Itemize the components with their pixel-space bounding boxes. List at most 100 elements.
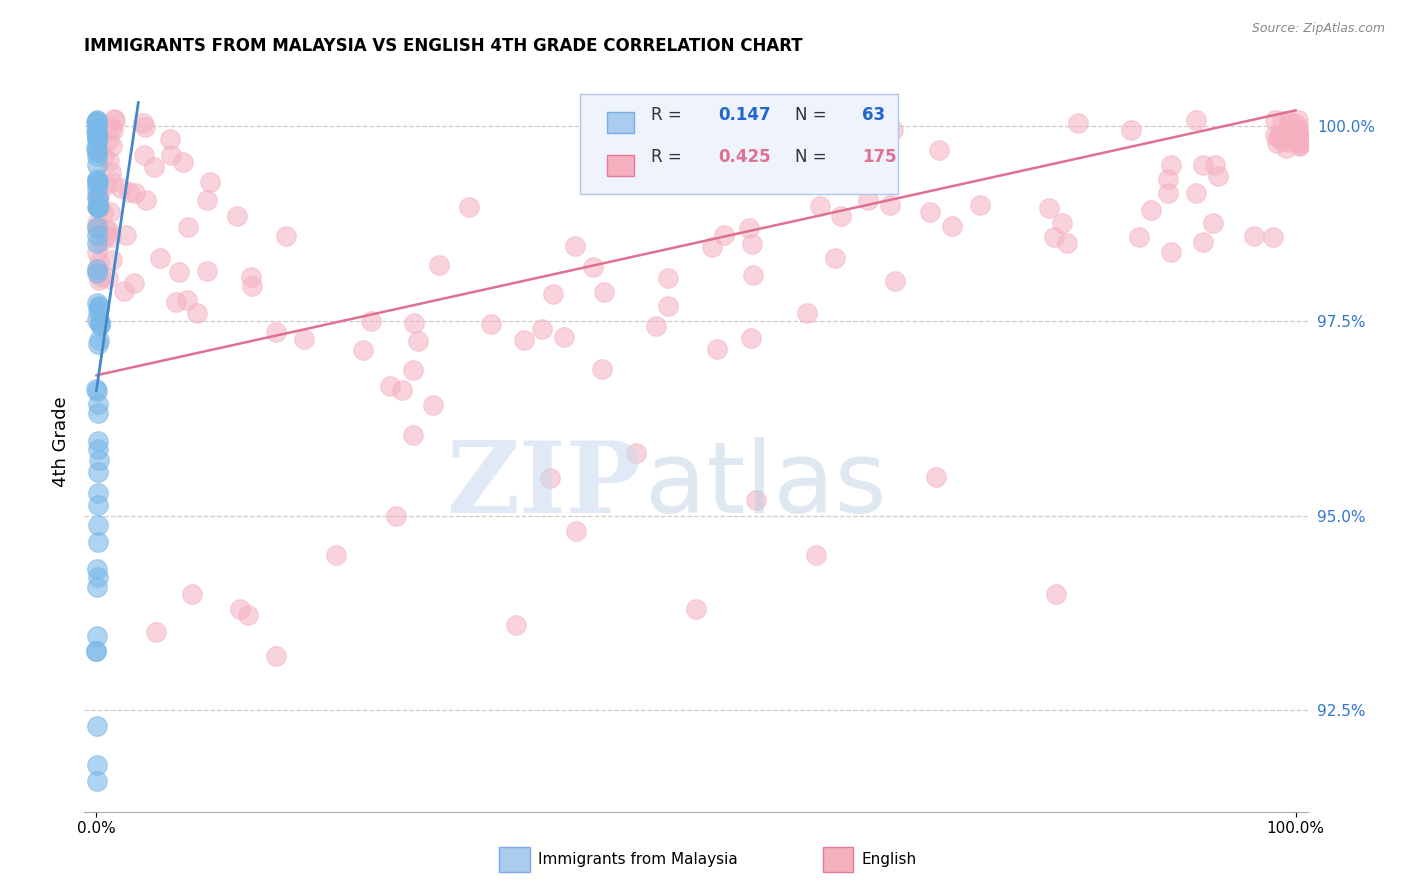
Point [86,296,108,310]
Point [1157,172,1180,186]
Point [86,266,108,280]
Point [181,586,204,600]
Text: 175: 175 [862,148,897,167]
Point [134,120,156,135]
Point [274,229,297,244]
Point [702,240,724,254]
Point [87,535,110,549]
Point [177,220,200,235]
Point [1204,158,1226,172]
Point [87,304,110,318]
Point [86,235,108,250]
Point [541,286,564,301]
Point [100,230,122,244]
Text: R =: R = [651,148,686,167]
Point [89,334,111,348]
Point [292,332,315,346]
Point [142,160,165,174]
Point [1264,128,1286,142]
Point [858,170,880,185]
Point [582,260,605,275]
Point [1201,216,1223,230]
Point [86,200,108,214]
Point [86,174,108,188]
Point [804,548,827,562]
Point [505,617,527,632]
Point [100,252,122,267]
Point [86,580,108,594]
Point [818,137,841,152]
Point [86,263,108,277]
Point [229,602,252,616]
Point [86,262,108,277]
Point [94,178,117,193]
Point [1275,141,1298,155]
Point [1121,122,1143,136]
Point [402,428,425,442]
Point [86,562,108,576]
Point [86,127,108,141]
Point [86,719,108,733]
Point [89,317,111,331]
Point [86,644,108,658]
Point [741,237,763,252]
Point [100,164,122,178]
Point [176,293,198,307]
Point [1288,136,1310,150]
Point [1267,131,1289,145]
Point [90,269,112,284]
Point [97,154,120,169]
Point [86,176,108,190]
Point [86,216,108,230]
Point [884,274,907,288]
Text: atlas: atlas [644,437,886,534]
Point [87,336,110,351]
Point [427,259,450,273]
Point [236,607,259,622]
Point [1243,228,1265,243]
Point [1067,116,1090,130]
Point [1289,129,1312,144]
Point [1289,138,1312,153]
Point [591,361,613,376]
Point [738,221,761,235]
Point [86,132,108,146]
Point [1264,113,1286,128]
Point [86,245,108,260]
Point [86,220,108,235]
Point [172,154,194,169]
Point [165,295,187,310]
Point [1206,169,1229,184]
Point [86,220,108,235]
Point [86,773,108,788]
Point [86,181,108,195]
Text: ZIP: ZIP [446,437,641,534]
Point [1140,203,1163,218]
Point [325,548,347,562]
Point [148,252,170,266]
Point [89,200,111,214]
Point [1043,229,1066,244]
Point [86,382,108,396]
Point [87,498,110,512]
Point [118,185,141,199]
Point [1291,135,1313,149]
Point [1160,245,1182,260]
Point [1279,116,1302,130]
Point [86,114,108,128]
Point [540,471,562,485]
Point [685,602,707,616]
Point [360,314,382,328]
Point [195,194,218,208]
Point [457,201,479,215]
Point [87,517,110,532]
Point [87,299,110,313]
Text: IMMIGRANTS FROM MALAYSIA VS ENGLISH 4TH GRADE CORRELATION CHART: IMMIGRANTS FROM MALAYSIA VS ENGLISH 4TH … [84,37,803,54]
Point [134,148,156,162]
Point [96,229,118,244]
Point [86,187,108,202]
Point [86,128,108,143]
Point [553,330,575,344]
Point [87,406,110,420]
Point [1045,586,1067,600]
